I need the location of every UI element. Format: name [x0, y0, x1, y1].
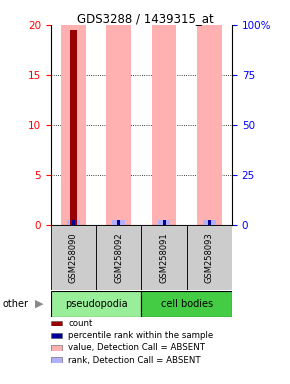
Bar	[187, 225, 232, 290]
Text: rank, Detection Call = ABSENT: rank, Detection Call = ABSENT	[68, 356, 201, 365]
Bar	[162, 220, 166, 225]
Bar	[197, 25, 222, 225]
Text: GSM258090: GSM258090	[69, 232, 78, 283]
Bar	[152, 25, 177, 225]
Text: value, Detection Call = ABSENT: value, Detection Call = ABSENT	[68, 343, 205, 353]
Bar	[142, 291, 232, 317]
Bar	[61, 25, 86, 225]
Bar	[158, 220, 170, 225]
Text: GSM258091: GSM258091	[160, 232, 168, 283]
Bar	[51, 225, 96, 290]
Text: cell bodies: cell bodies	[161, 299, 213, 309]
Bar	[70, 30, 77, 225]
Bar	[113, 220, 125, 225]
Text: other: other	[3, 299, 29, 309]
Text: GSM258092: GSM258092	[114, 232, 123, 283]
Bar	[203, 220, 215, 225]
Bar	[72, 220, 75, 225]
Text: pseudopodia: pseudopodia	[65, 299, 127, 309]
Bar	[96, 225, 142, 290]
Bar	[117, 220, 120, 225]
Bar	[106, 25, 131, 225]
Bar	[67, 220, 80, 225]
Text: count: count	[68, 319, 93, 328]
Text: percentile rank within the sample: percentile rank within the sample	[68, 331, 213, 340]
Text: ▶: ▶	[35, 299, 44, 309]
Text: GSM258093: GSM258093	[205, 232, 214, 283]
Bar	[208, 220, 211, 225]
Text: GDS3288 / 1439315_at: GDS3288 / 1439315_at	[77, 12, 213, 25]
Bar	[142, 225, 187, 290]
Bar	[51, 291, 142, 317]
